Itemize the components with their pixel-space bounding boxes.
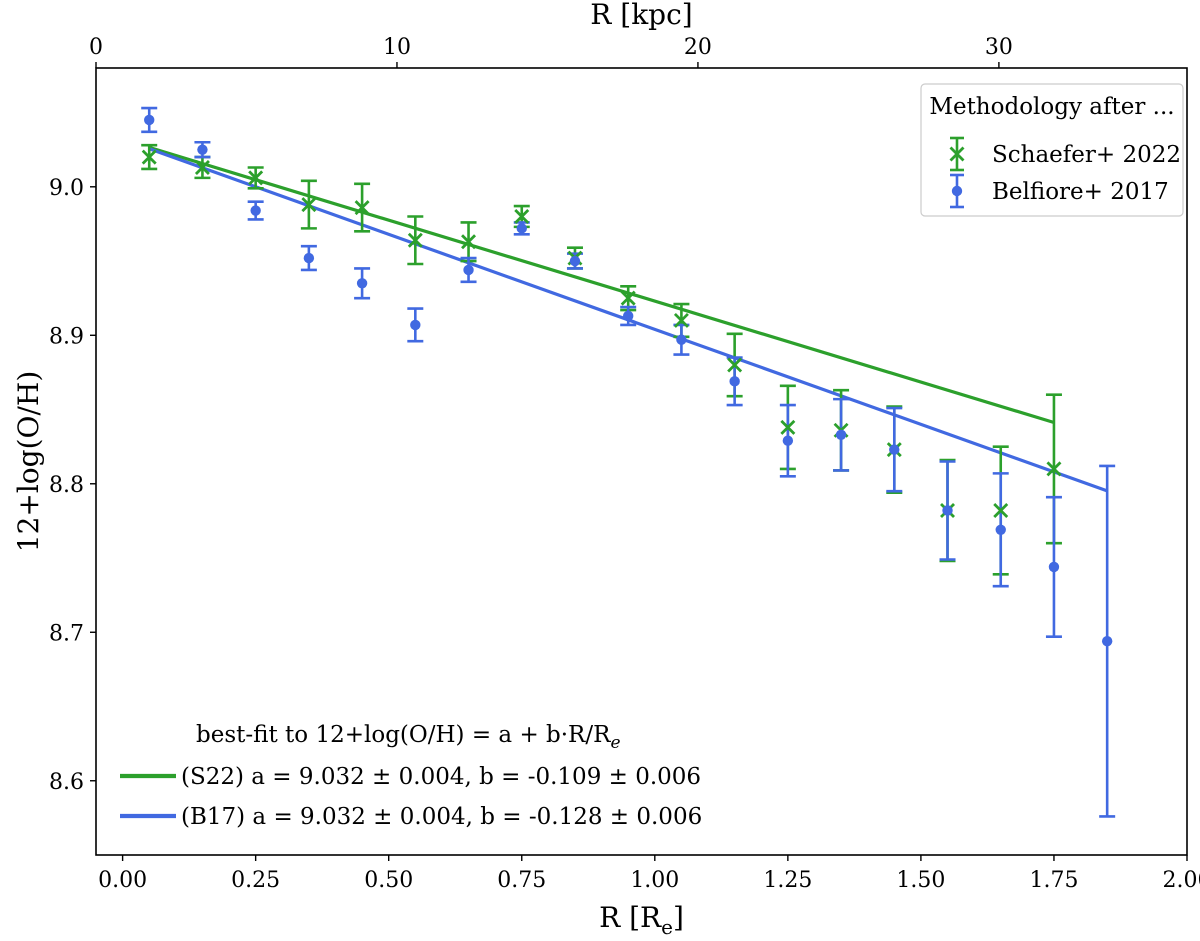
top-x-tick-label: 20 bbox=[684, 35, 712, 60]
data-point bbox=[993, 503, 1009, 518]
x-tick-label: 2.00 bbox=[1163, 868, 1200, 893]
data-point bbox=[248, 170, 264, 186]
data-point bbox=[141, 149, 157, 165]
fit-legend-label: (B17) a = 9.032 ± 0.004, b = -0.128 ± 0.… bbox=[181, 804, 702, 830]
x-tick-label: 1.50 bbox=[896, 868, 945, 893]
data-point bbox=[407, 232, 423, 248]
legend-label: Schaefer+ 2022 bbox=[992, 142, 1181, 168]
y-tick-label: 8.8 bbox=[49, 473, 84, 498]
data-point bbox=[354, 200, 370, 216]
data-point bbox=[144, 114, 155, 126]
data-point bbox=[673, 312, 689, 328]
fit-legend-title: best-fit to 12+log(O/H) = a + b·R/Re bbox=[196, 722, 621, 753]
data-point bbox=[780, 419, 796, 435]
data-point bbox=[1048, 561, 1060, 573]
data-point bbox=[729, 376, 740, 387]
data-point bbox=[569, 255, 581, 267]
data-point bbox=[194, 159, 210, 175]
data-point bbox=[303, 252, 315, 264]
data-point bbox=[1101, 635, 1113, 647]
x-tick-label: 1.25 bbox=[763, 868, 812, 893]
data-point bbox=[727, 357, 743, 373]
data-point bbox=[942, 505, 953, 516]
legend-marker bbox=[951, 185, 963, 197]
x-axis-label: R [Re] bbox=[599, 901, 684, 939]
top-x-tick-label: 0 bbox=[89, 35, 103, 60]
top-x-tick-label: 30 bbox=[985, 35, 1013, 60]
x-tick-label: 1.75 bbox=[1029, 868, 1078, 893]
x-tick-label: 1.00 bbox=[630, 868, 679, 893]
legend-title: Methodology after ... bbox=[929, 94, 1174, 120]
fit-legend: best-fit to 12+log(O/H) = a + b·R/Re (S2… bbox=[120, 722, 702, 830]
data-point bbox=[463, 264, 474, 276]
data-point bbox=[197, 144, 208, 155]
data-point bbox=[461, 234, 477, 250]
top-x-axis-label: R [kpc] bbox=[590, 0, 692, 31]
legend: Methodology after ... Schaefer+ 2022 Belf… bbox=[920, 83, 1184, 217]
plot-frame bbox=[95, 67, 1188, 856]
legend-label: Belfiore+ 2017 bbox=[992, 179, 1169, 205]
fit-legend-label: (S22) a = 9.032 ± 0.004, b = -0.109 ± 0.… bbox=[181, 764, 701, 790]
data-point bbox=[782, 435, 794, 446]
data-point bbox=[356, 278, 368, 289]
data-point bbox=[516, 223, 527, 234]
y-tick-label: 8.9 bbox=[49, 324, 84, 349]
y-tick-label: 8.7 bbox=[49, 621, 84, 646]
data-point bbox=[250, 205, 261, 216]
y-axis-label: 12+log(O/H) bbox=[12, 371, 45, 552]
x-tick-label: 0.75 bbox=[497, 868, 546, 893]
fit-line bbox=[148, 145, 1055, 425]
x-tick-label: 0.50 bbox=[364, 868, 413, 893]
data-point bbox=[410, 319, 421, 331]
data-point bbox=[1046, 461, 1062, 477]
axis-ticks: 0.00 0.25 0.50 0.75 1.00 1.25 1.50 1.75 2.00 8.6 8… bbox=[49, 35, 1200, 893]
data-point bbox=[995, 524, 1006, 536]
x-tick-label: 0.00 bbox=[98, 868, 147, 893]
data-markers bbox=[141, 114, 1113, 647]
data-point bbox=[620, 290, 636, 306]
data-point bbox=[514, 209, 530, 224]
data-point bbox=[889, 444, 900, 455]
y-tick-label: 9.0 bbox=[49, 176, 84, 201]
data-point bbox=[622, 310, 634, 322]
legend-marker bbox=[949, 146, 965, 162]
data-point bbox=[835, 429, 847, 440]
data-point bbox=[301, 197, 317, 213]
legend-box bbox=[920, 83, 1184, 217]
data-point bbox=[676, 334, 687, 345]
top-x-tick-label: 10 bbox=[383, 35, 411, 60]
y-tick-label: 8.6 bbox=[49, 770, 84, 795]
x-tick-label: 0.25 bbox=[231, 868, 280, 893]
